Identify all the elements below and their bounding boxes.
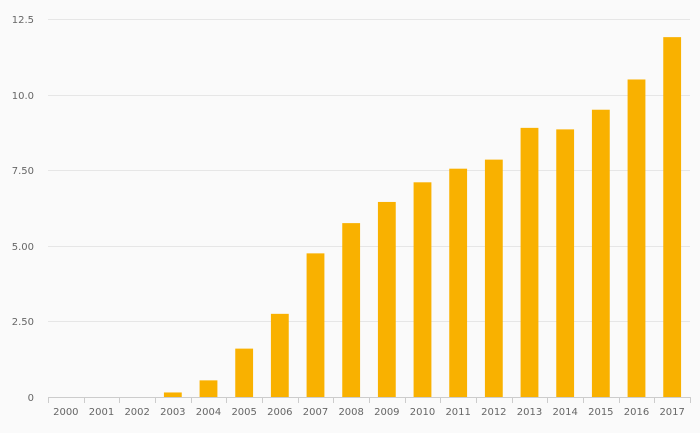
bar-2006 bbox=[270, 313, 289, 397]
bar-2013 bbox=[520, 127, 539, 398]
y-tick-label: 10.0 bbox=[12, 91, 34, 102]
y-tick-label: 7.50 bbox=[12, 166, 34, 177]
x-tick-label: 2012 bbox=[481, 407, 506, 418]
x-tick-label: 2009 bbox=[374, 407, 399, 418]
y-tick-label: 2.50 bbox=[12, 317, 34, 328]
x-tick-label: 2017 bbox=[659, 407, 684, 418]
bar-2007 bbox=[306, 253, 325, 397]
x-tick-label: 2007 bbox=[303, 407, 328, 418]
x-tick-label: 2006 bbox=[267, 407, 292, 418]
y-tick-label: 0 bbox=[28, 393, 34, 404]
bar-2014 bbox=[556, 129, 575, 397]
x-tick-label: 2005 bbox=[231, 407, 256, 418]
x-tick-label: 2008 bbox=[338, 407, 363, 418]
bar-2010 bbox=[413, 182, 432, 397]
x-tick-label: 2010 bbox=[410, 407, 435, 418]
bar-2011 bbox=[449, 168, 468, 397]
x-tick-label: 2001 bbox=[89, 407, 114, 418]
x-tick-label: 2002 bbox=[124, 407, 149, 418]
bar-2008 bbox=[342, 223, 361, 397]
bar-2012 bbox=[484, 159, 503, 397]
y-tick-label: 5.00 bbox=[12, 242, 34, 253]
bar-2015 bbox=[591, 109, 610, 397]
bar-2005 bbox=[235, 348, 254, 397]
x-tick-label: 2004 bbox=[196, 407, 221, 418]
bar-2003 bbox=[163, 392, 182, 397]
x-tick-label: 2014 bbox=[552, 407, 577, 418]
x-tick-label: 2000 bbox=[53, 407, 78, 418]
bar-2009 bbox=[377, 201, 396, 397]
x-tick-label: 2011 bbox=[445, 407, 470, 418]
y-tick-label: 12.5 bbox=[12, 15, 34, 26]
x-tick-label: 2015 bbox=[588, 407, 613, 418]
bar-2004 bbox=[199, 380, 218, 397]
x-tick-label: 2013 bbox=[517, 407, 542, 418]
x-tick-label: 2016 bbox=[624, 407, 649, 418]
bar-2017 bbox=[663, 37, 682, 397]
bar-2016 bbox=[627, 79, 646, 397]
x-tick-label: 2003 bbox=[160, 407, 185, 418]
